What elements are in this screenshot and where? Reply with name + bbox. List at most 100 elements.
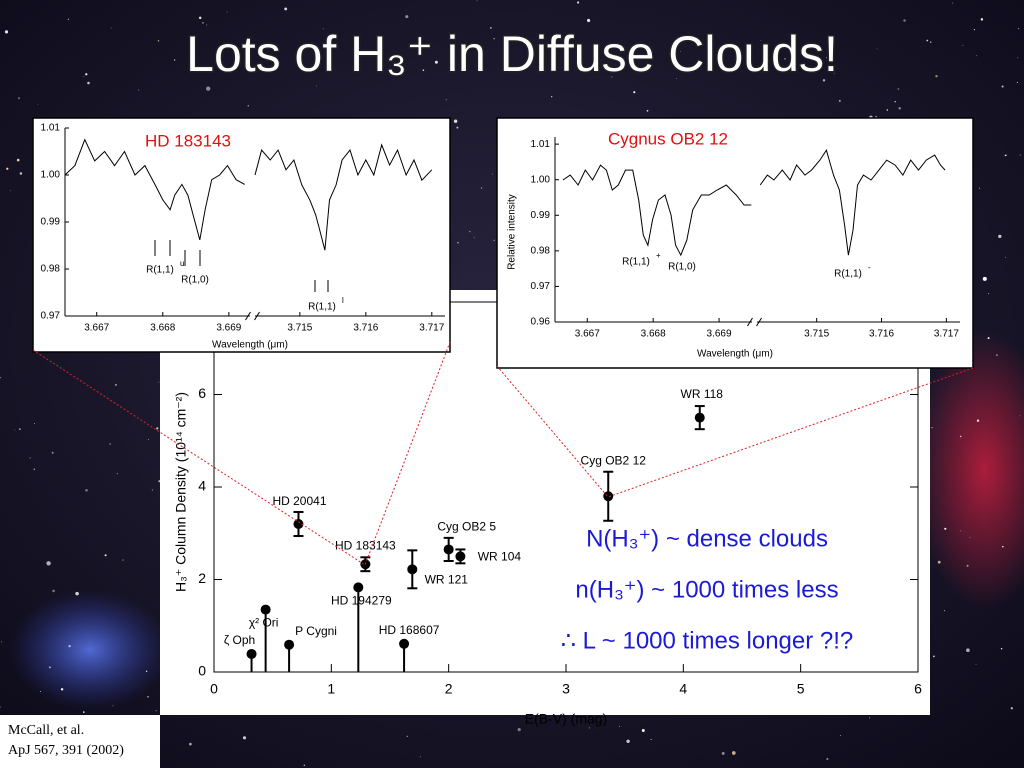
star xyxy=(490,27,492,29)
star xyxy=(14,429,16,431)
star xyxy=(626,739,630,744)
point xyxy=(284,639,295,650)
star xyxy=(434,60,438,64)
line-label: R(1,1) xyxy=(622,257,650,268)
star xyxy=(641,729,645,732)
star xyxy=(982,276,987,281)
star xyxy=(633,91,636,94)
inset-title: Cygnus OB2 12 xyxy=(608,129,728,148)
line-label-sup: + xyxy=(656,251,661,260)
star xyxy=(998,234,1002,239)
star xyxy=(876,48,878,50)
star xyxy=(158,381,160,383)
star xyxy=(966,564,969,567)
x-tick-label: 1 xyxy=(327,681,335,697)
x-tick-label: 3.715 xyxy=(287,323,312,334)
star xyxy=(4,30,9,34)
star xyxy=(987,337,990,340)
y-tick-label: 0.99 xyxy=(531,210,551,221)
star xyxy=(242,736,247,740)
star xyxy=(284,7,288,11)
star xyxy=(619,725,621,727)
star xyxy=(973,28,976,31)
star xyxy=(0,706,1,708)
star xyxy=(473,237,475,239)
star xyxy=(18,97,20,100)
y-tick-label: 0.96 xyxy=(531,317,551,328)
x-tick-label: 3.716 xyxy=(353,323,378,334)
star xyxy=(1002,545,1004,548)
star xyxy=(85,73,88,76)
star-cluster xyxy=(10,590,170,710)
star xyxy=(1010,707,1013,710)
star xyxy=(173,59,176,61)
star xyxy=(650,739,652,740)
star xyxy=(976,55,978,57)
y-tick-label: 6 xyxy=(198,385,206,401)
x-tick-label: 2 xyxy=(445,681,453,697)
star xyxy=(822,79,826,82)
line-label-sup: - xyxy=(868,263,871,272)
y-tick-label: 4 xyxy=(198,478,206,494)
star xyxy=(6,167,9,170)
x-tick-label: 3 xyxy=(562,681,570,697)
star xyxy=(933,655,935,658)
star xyxy=(903,19,906,22)
star xyxy=(147,695,149,698)
x-tick-label: 3.669 xyxy=(707,329,732,340)
star xyxy=(122,559,124,561)
x-tick-label: 3.667 xyxy=(575,329,600,340)
x-axis-label: Wavelength (μm) xyxy=(697,349,773,360)
star xyxy=(19,172,23,175)
star xyxy=(206,86,211,91)
point xyxy=(603,491,614,502)
point-label: HD 194279 xyxy=(331,594,392,608)
x-tick-label: 4 xyxy=(679,681,687,697)
line-label: R(1,1) xyxy=(146,265,174,276)
star xyxy=(104,554,107,557)
star xyxy=(110,27,112,29)
star xyxy=(85,489,88,492)
y-tick-label: 1.00 xyxy=(41,170,61,181)
star xyxy=(784,58,786,60)
y-axis-label: H₃⁺ Column Density (10¹⁴ cm⁻²) xyxy=(173,392,189,592)
y-tick-label: 2 xyxy=(198,570,206,586)
star xyxy=(445,99,447,101)
star xyxy=(502,65,504,67)
star xyxy=(198,16,202,20)
star xyxy=(83,76,85,78)
star xyxy=(480,187,483,189)
star xyxy=(16,158,20,162)
star xyxy=(37,103,39,105)
star xyxy=(834,73,835,75)
star xyxy=(34,423,35,425)
star xyxy=(611,76,613,78)
y-tick-label: 1.00 xyxy=(531,174,551,185)
star xyxy=(960,530,962,532)
x-axis-label: E(B-V) (mag) xyxy=(525,711,607,727)
x-tick-label: 3.669 xyxy=(216,323,241,334)
star xyxy=(19,428,21,430)
point-label: WR 104 xyxy=(478,550,522,564)
citation: ApJ 567, 391 (2002) xyxy=(8,743,124,758)
star xyxy=(517,728,521,732)
spectrum-line xyxy=(562,164,752,257)
star xyxy=(51,451,54,454)
inset-frame xyxy=(32,117,451,353)
connector xyxy=(496,365,609,498)
x-tick-label: 3.716 xyxy=(869,329,894,340)
star xyxy=(996,354,998,356)
point-label: Cyg OB2 12 xyxy=(581,453,647,467)
point-label: ζ Oph xyxy=(224,633,255,647)
y-tick-label: 0 xyxy=(198,663,206,679)
star xyxy=(1019,154,1021,156)
star xyxy=(10,190,12,192)
star xyxy=(422,69,425,71)
point xyxy=(353,582,364,593)
line-label: R(1,1) xyxy=(308,302,336,313)
point-label: HD 20041 xyxy=(272,494,326,508)
star xyxy=(976,419,980,422)
y-tick-label: 0.97 xyxy=(41,311,61,322)
notes: N(H₃⁺) ~ dense clouds n(H₃⁺) ~ 1000 time… xyxy=(561,525,854,654)
y-tick-label: 0.98 xyxy=(531,245,551,256)
